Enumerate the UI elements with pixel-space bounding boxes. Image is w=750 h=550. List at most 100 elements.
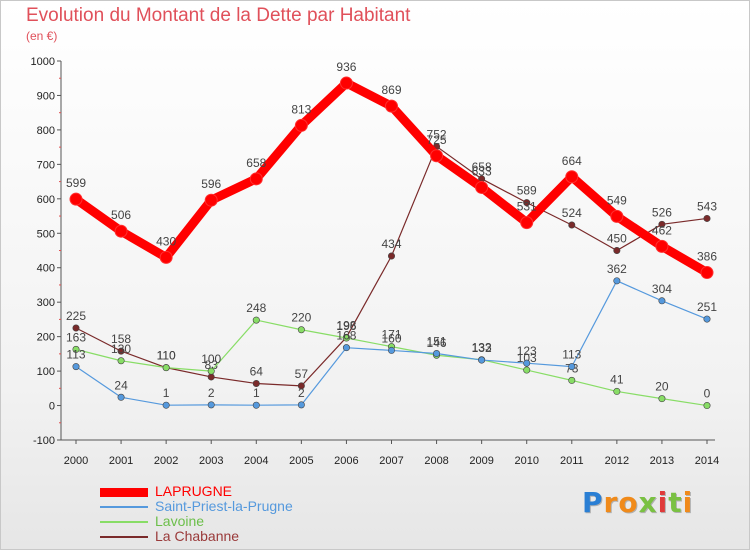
data-point <box>703 315 711 323</box>
data-label: 64 <box>250 364 264 378</box>
data-label: 103 <box>517 351 537 365</box>
data-label: 163 <box>66 330 86 344</box>
y-tick-label: -100 <box>33 435 55 447</box>
y-tick-label: 300 <box>37 297 55 309</box>
logo-letter: i <box>657 486 669 519</box>
data-point <box>523 199 531 207</box>
x-tick-label: 2000 <box>64 455 88 467</box>
data-label: 462 <box>652 223 672 237</box>
data-label: 2 <box>298 386 305 400</box>
data-point <box>207 373 215 381</box>
data-point <box>117 393 125 401</box>
data-point <box>568 376 576 384</box>
data-point <box>117 357 125 365</box>
data-label: 160 <box>381 331 401 345</box>
legend-swatch <box>100 521 148 523</box>
data-label: 506 <box>111 208 131 222</box>
legend-swatch <box>100 506 148 508</box>
y-tick-label: 200 <box>37 332 55 344</box>
data-label: 664 <box>562 154 582 168</box>
data-point <box>568 363 576 371</box>
data-label: 549 <box>607 193 627 207</box>
logo-letter: r <box>603 486 619 519</box>
data-label: 113 <box>66 348 85 362</box>
data-label: 1 <box>253 386 260 400</box>
data-point <box>162 401 170 409</box>
data-point <box>658 395 666 403</box>
data-point <box>568 221 576 229</box>
data-label: 132 <box>472 341 492 355</box>
data-label: 248 <box>246 301 266 315</box>
data-point <box>613 387 621 395</box>
data-point <box>565 170 579 184</box>
data-label: 450 <box>607 232 627 246</box>
legend-swatch <box>100 536 148 538</box>
data-point <box>252 379 260 387</box>
y-tick-label: 700 <box>37 159 55 171</box>
x-tick-label: 2003 <box>199 455 223 467</box>
data-point <box>703 402 711 410</box>
logo-letter: x <box>638 486 658 519</box>
data-label: 434 <box>381 237 401 251</box>
data-point <box>342 334 350 342</box>
logo-letter: i <box>682 486 694 519</box>
data-point <box>523 359 531 367</box>
data-label: 196 <box>336 319 356 333</box>
x-tick-label: 2002 <box>154 455 178 467</box>
y-tick-label: 600 <box>37 194 55 206</box>
data-point <box>117 347 125 355</box>
data-point <box>523 366 531 374</box>
data-label: 225 <box>66 309 86 323</box>
data-label: 41 <box>610 372 624 386</box>
data-point <box>294 118 308 132</box>
x-tick-label: 2006 <box>334 455 358 467</box>
data-label: 658 <box>472 160 492 174</box>
data-label: 110 <box>157 349 176 363</box>
data-point <box>387 346 395 354</box>
x-tick-label: 2007 <box>379 455 403 467</box>
data-label: 130 <box>111 342 131 356</box>
data-label: 596 <box>201 177 221 191</box>
chart-subtitle: (en €) <box>26 29 58 43</box>
data-label: 752 <box>427 127 447 141</box>
data-label: 524 <box>562 206 582 220</box>
data-point <box>430 149 444 163</box>
x-tick-label: 2013 <box>650 455 674 467</box>
y-tick-label: 100 <box>37 366 55 378</box>
data-point <box>252 316 260 324</box>
data-point <box>297 326 305 334</box>
data-point <box>610 209 624 223</box>
data-label: 57 <box>295 367 309 381</box>
data-label: 251 <box>697 300 717 314</box>
data-label: 113 <box>562 348 581 362</box>
data-label: 531 <box>517 200 537 214</box>
data-point <box>520 216 534 230</box>
data-label: 151 <box>427 335 447 349</box>
legend-label: La Chabanne <box>155 528 240 544</box>
data-label: 936 <box>336 60 356 74</box>
data-point <box>159 250 173 264</box>
data-label: 0 <box>704 387 711 401</box>
data-point <box>72 324 80 332</box>
data-point <box>387 252 395 260</box>
data-point <box>385 99 398 113</box>
data-point <box>433 350 441 358</box>
data-label: 869 <box>381 83 401 97</box>
data-label: 2 <box>208 386 215 400</box>
data-point <box>703 214 711 222</box>
data-label: 430 <box>156 234 176 248</box>
legend-label: Lavoine <box>155 513 205 529</box>
data-point <box>478 356 486 364</box>
data-label: 589 <box>517 184 537 198</box>
y-tick-label: 0 <box>49 401 55 413</box>
data-point <box>342 344 350 352</box>
legend-swatch <box>100 487 148 497</box>
data-point <box>700 266 714 280</box>
data-point <box>69 192 83 206</box>
data-point <box>207 401 215 409</box>
legend-label: Saint-Priest-la-Prugne <box>155 498 293 514</box>
data-label: 158 <box>111 332 131 346</box>
y-tick-label: 900 <box>37 90 55 102</box>
data-label: 658 <box>246 156 266 170</box>
